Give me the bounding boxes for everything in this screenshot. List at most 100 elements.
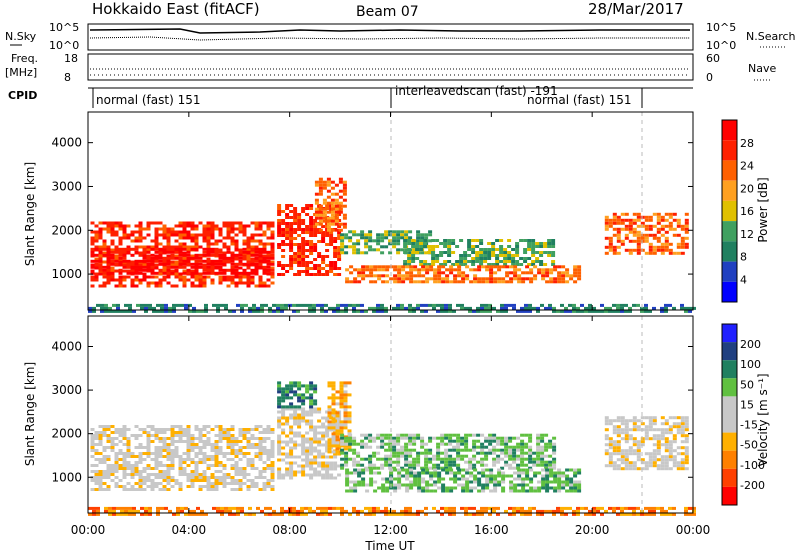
- velocity-data-cell: [289, 473, 294, 477]
- velocity-data-cell: [353, 489, 358, 493]
- power-data-cell: [428, 248, 433, 252]
- power-data-cell: [170, 284, 175, 288]
- power-data-cell: [349, 280, 354, 284]
- power-data-cell: [174, 224, 179, 228]
- velocity-data-cell: [254, 425, 259, 428]
- velocity-data-cell: [648, 425, 653, 429]
- power-data-cell: [500, 309, 504, 313]
- power-data-cell: [285, 234, 290, 237]
- velocity-data-cell: [331, 444, 336, 448]
- power-data-cell: [170, 269, 175, 273]
- velocity-data-cell: [564, 512, 568, 516]
- power-data-cell: [523, 257, 528, 260]
- velocity-data-cell: [258, 431, 263, 434]
- power-data-cell: [376, 309, 380, 313]
- velocity-data-cell: [170, 467, 175, 470]
- velocity-data-cell: [604, 449, 609, 453]
- power-data-cell: [98, 250, 103, 254]
- velocity-data-cell: [226, 428, 231, 431]
- nsearch-trace: [89, 36, 690, 41]
- velocity-data-cell: [405, 471, 410, 475]
- velocity-data-cell: [569, 477, 574, 481]
- power-data-cell: [240, 303, 244, 307]
- power-data-cell: [447, 245, 452, 248]
- velocity-data-cell: [480, 506, 484, 510]
- power-data-cell: [134, 265, 139, 269]
- power-data-cell: [270, 250, 275, 254]
- velocity-data-cell: [413, 474, 418, 478]
- velocity-data-cell: [327, 384, 332, 388]
- velocity-data-cell: [648, 419, 653, 423]
- velocity-data-cell: [521, 486, 526, 490]
- power-data-cell: [436, 303, 440, 307]
- velocity-data-cell: [540, 509, 544, 513]
- velocity-data-cell: [384, 436, 389, 440]
- velocity-data-cell: [202, 476, 207, 479]
- velocity-data-cell: [313, 473, 318, 477]
- power-data-cell: [234, 284, 239, 288]
- power-data-cell: [517, 268, 522, 272]
- velocity-data-cell: [644, 437, 649, 441]
- velocity-data-cell: [456, 463, 461, 467]
- velocity-data-cell: [118, 428, 123, 431]
- velocity-data-cell: [392, 451, 397, 455]
- power-data-cell: [412, 306, 416, 310]
- velocity-data-cell: [186, 458, 191, 461]
- power-data-cell: [174, 230, 179, 234]
- velocity-data-cell: [644, 461, 649, 465]
- power-data-cell: [332, 309, 336, 313]
- velocity-data-cell: [301, 437, 306, 441]
- velocity-data-cell: [339, 423, 344, 427]
- power-data-cell: [483, 257, 488, 260]
- power-data-cell: [170, 233, 175, 237]
- velocity-data-cell: [170, 434, 175, 437]
- velocity-data-cell: [309, 452, 314, 456]
- velocity-data-cell: [344, 454, 349, 458]
- velocity-data-cell: [516, 506, 520, 510]
- power-data-cell: [636, 239, 641, 243]
- power-data-cell: [258, 284, 263, 288]
- velocity-data-cell: [304, 512, 308, 516]
- power-data-cell: [660, 224, 665, 228]
- power-data-cell: [389, 277, 394, 281]
- power-data-cell: [672, 218, 677, 222]
- velocity-data-cell: [186, 428, 191, 431]
- velocity-data-cell: [632, 422, 637, 426]
- power-data-cell: [250, 253, 255, 257]
- power-data-cell: [437, 280, 442, 284]
- power-data-cell: [210, 224, 215, 228]
- power-data-cell: [652, 212, 657, 216]
- velocity-data-cell: [397, 474, 402, 478]
- velocity-data-cell: [92, 506, 96, 510]
- velocity-data-cell: [624, 464, 629, 468]
- velocity-data-cell: [421, 477, 426, 481]
- power-data-cell: [503, 248, 508, 251]
- velocity-data-cell: [396, 460, 401, 464]
- velocity-data-cell: [496, 436, 501, 440]
- power-data-cell: [126, 269, 131, 273]
- power-data-cell: [439, 251, 444, 254]
- velocity-data-cell: [433, 468, 438, 472]
- power-data-cell: [154, 250, 159, 254]
- power-data-cell: [338, 228, 343, 232]
- power-data-cell: [122, 263, 127, 267]
- velocity-data-cell: [226, 482, 231, 485]
- velocity-data-cell: [340, 439, 345, 443]
- power-data-cell: [114, 230, 119, 234]
- power-data-cell: [190, 275, 195, 279]
- power-data-cell: [545, 268, 550, 272]
- power-data-cell: [437, 277, 442, 281]
- power-data-cell: [612, 245, 617, 249]
- velocity-data-cell: [220, 506, 224, 510]
- velocity-data-cell: [577, 486, 582, 490]
- velocity-data-cell: [516, 509, 520, 513]
- velocity-data-cell: [624, 506, 628, 510]
- power-data-cell: [222, 259, 227, 263]
- power-data-cell: [357, 268, 362, 272]
- power-data-cell: [106, 250, 111, 254]
- power-data-cell: [628, 230, 633, 234]
- velocity-data-cell: [136, 509, 140, 513]
- power-data-cell: [254, 233, 259, 237]
- velocity-data-cell: [301, 464, 306, 468]
- power-data-cell: [419, 260, 424, 263]
